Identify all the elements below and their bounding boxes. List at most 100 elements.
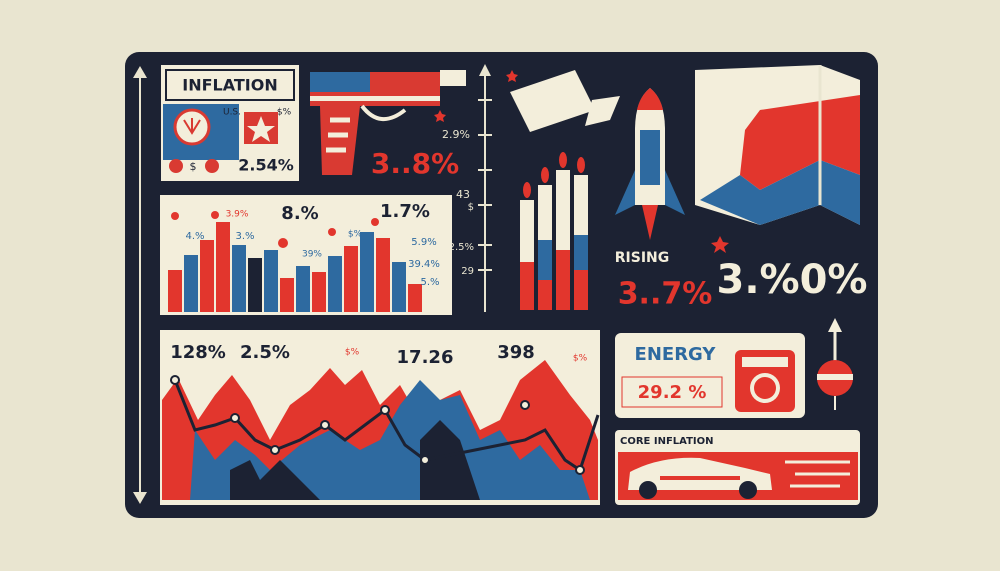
energy-box bbox=[621, 376, 723, 408]
inflation-rate: 2.54% bbox=[238, 156, 294, 175]
bars bbox=[168, 222, 422, 312]
bar bbox=[312, 272, 326, 312]
bar-label: 3.9% bbox=[226, 210, 249, 220]
speed-lines bbox=[785, 460, 850, 488]
bar-label: 1.7% bbox=[380, 201, 430, 222]
bar-label: 39% bbox=[302, 250, 322, 260]
bar bbox=[200, 240, 214, 312]
inflation-title: INFLATION bbox=[182, 76, 277, 95]
dot bbox=[205, 159, 219, 173]
dot bbox=[170, 375, 180, 385]
candle-stripe bbox=[538, 280, 552, 310]
bar bbox=[280, 278, 294, 312]
bar bbox=[248, 258, 262, 312]
dot bbox=[520, 400, 530, 410]
flame bbox=[523, 182, 531, 198]
line-label: $% bbox=[345, 348, 360, 358]
scale-label: 29 bbox=[461, 266, 474, 277]
dot bbox=[371, 218, 379, 226]
arrow-head bbox=[133, 66, 147, 78]
star bbox=[247, 116, 275, 142]
gun-rate: 3..8% bbox=[371, 147, 459, 180]
emblem-mark bbox=[183, 118, 201, 135]
car bbox=[628, 457, 772, 490]
bar bbox=[344, 246, 358, 312]
candle-stripe bbox=[556, 250, 570, 310]
arrow-head bbox=[133, 492, 147, 504]
scale-label: 43 bbox=[456, 188, 470, 201]
rocket-flame bbox=[642, 205, 658, 240]
rocket-fins bbox=[615, 170, 685, 215]
arrow-head bbox=[828, 318, 842, 332]
rocket-nose bbox=[637, 88, 663, 110]
bar bbox=[296, 266, 310, 312]
car-stripe bbox=[660, 476, 740, 480]
flame bbox=[559, 152, 567, 168]
sparkle bbox=[711, 236, 729, 253]
big-rate: 3.%0% bbox=[716, 257, 867, 303]
area-dark bbox=[230, 420, 480, 500]
sparkles bbox=[434, 70, 729, 253]
bar bbox=[408, 284, 422, 312]
energy-value: 29.2 % bbox=[638, 382, 707, 403]
rising-value: 3..7% bbox=[618, 277, 713, 312]
bar bbox=[184, 255, 198, 312]
candles bbox=[520, 152, 588, 310]
dot bbox=[328, 228, 336, 236]
dot bbox=[230, 413, 240, 423]
line-label: 2.5% bbox=[240, 342, 290, 363]
bar-dots bbox=[171, 211, 379, 248]
bar bbox=[264, 250, 278, 312]
dot bbox=[211, 211, 219, 219]
dot bbox=[169, 159, 183, 173]
dot bbox=[420, 455, 430, 465]
grip-stripes bbox=[326, 117, 350, 153]
line-label: 128% bbox=[170, 342, 226, 363]
sparkle bbox=[506, 70, 518, 82]
bar bbox=[376, 238, 390, 312]
gun-stripe bbox=[310, 96, 440, 101]
bar-label: 5.9% bbox=[411, 237, 436, 248]
bar-label: 3.% bbox=[235, 231, 254, 242]
candle-stripe bbox=[520, 262, 534, 310]
bar bbox=[328, 256, 342, 312]
candle-stripe bbox=[538, 240, 552, 280]
bar-label: 39.4% bbox=[408, 259, 440, 270]
currency: $ bbox=[190, 160, 197, 173]
dot bbox=[575, 465, 585, 475]
sparkle bbox=[434, 110, 446, 122]
printer-arm bbox=[585, 96, 620, 126]
energy-button bbox=[754, 377, 776, 399]
dot bbox=[270, 445, 280, 455]
trigger-guard bbox=[360, 104, 407, 121]
scale-label: 2.9% bbox=[442, 128, 470, 141]
bar bbox=[168, 270, 182, 312]
scale-label: -2.5% bbox=[445, 242, 474, 253]
scale-label: $ bbox=[468, 202, 474, 213]
line-label: 17.26 bbox=[397, 347, 454, 368]
energy-slot bbox=[742, 357, 788, 367]
gun-canton bbox=[310, 72, 370, 92]
line-label: $% bbox=[573, 354, 588, 364]
energy-title: ENERGY bbox=[635, 344, 717, 365]
dot bbox=[320, 420, 330, 430]
wheel bbox=[739, 481, 757, 499]
bar-label: 8.% bbox=[281, 203, 318, 224]
core-title: CORE INFLATION bbox=[620, 436, 714, 447]
country: U.S. bbox=[223, 108, 241, 118]
rocket-stripe bbox=[640, 130, 660, 185]
bar bbox=[392, 262, 406, 312]
dot bbox=[171, 212, 179, 220]
dot bbox=[380, 405, 390, 415]
bar-label: 4.% bbox=[185, 231, 204, 242]
flag-red bbox=[740, 95, 860, 190]
bar bbox=[360, 232, 374, 312]
candle-stripe bbox=[574, 270, 588, 310]
gun-muzzle bbox=[440, 70, 466, 86]
symbol: $% bbox=[277, 108, 292, 118]
wheel bbox=[639, 481, 657, 499]
flame bbox=[577, 157, 585, 173]
line-label: 398 bbox=[497, 342, 535, 363]
